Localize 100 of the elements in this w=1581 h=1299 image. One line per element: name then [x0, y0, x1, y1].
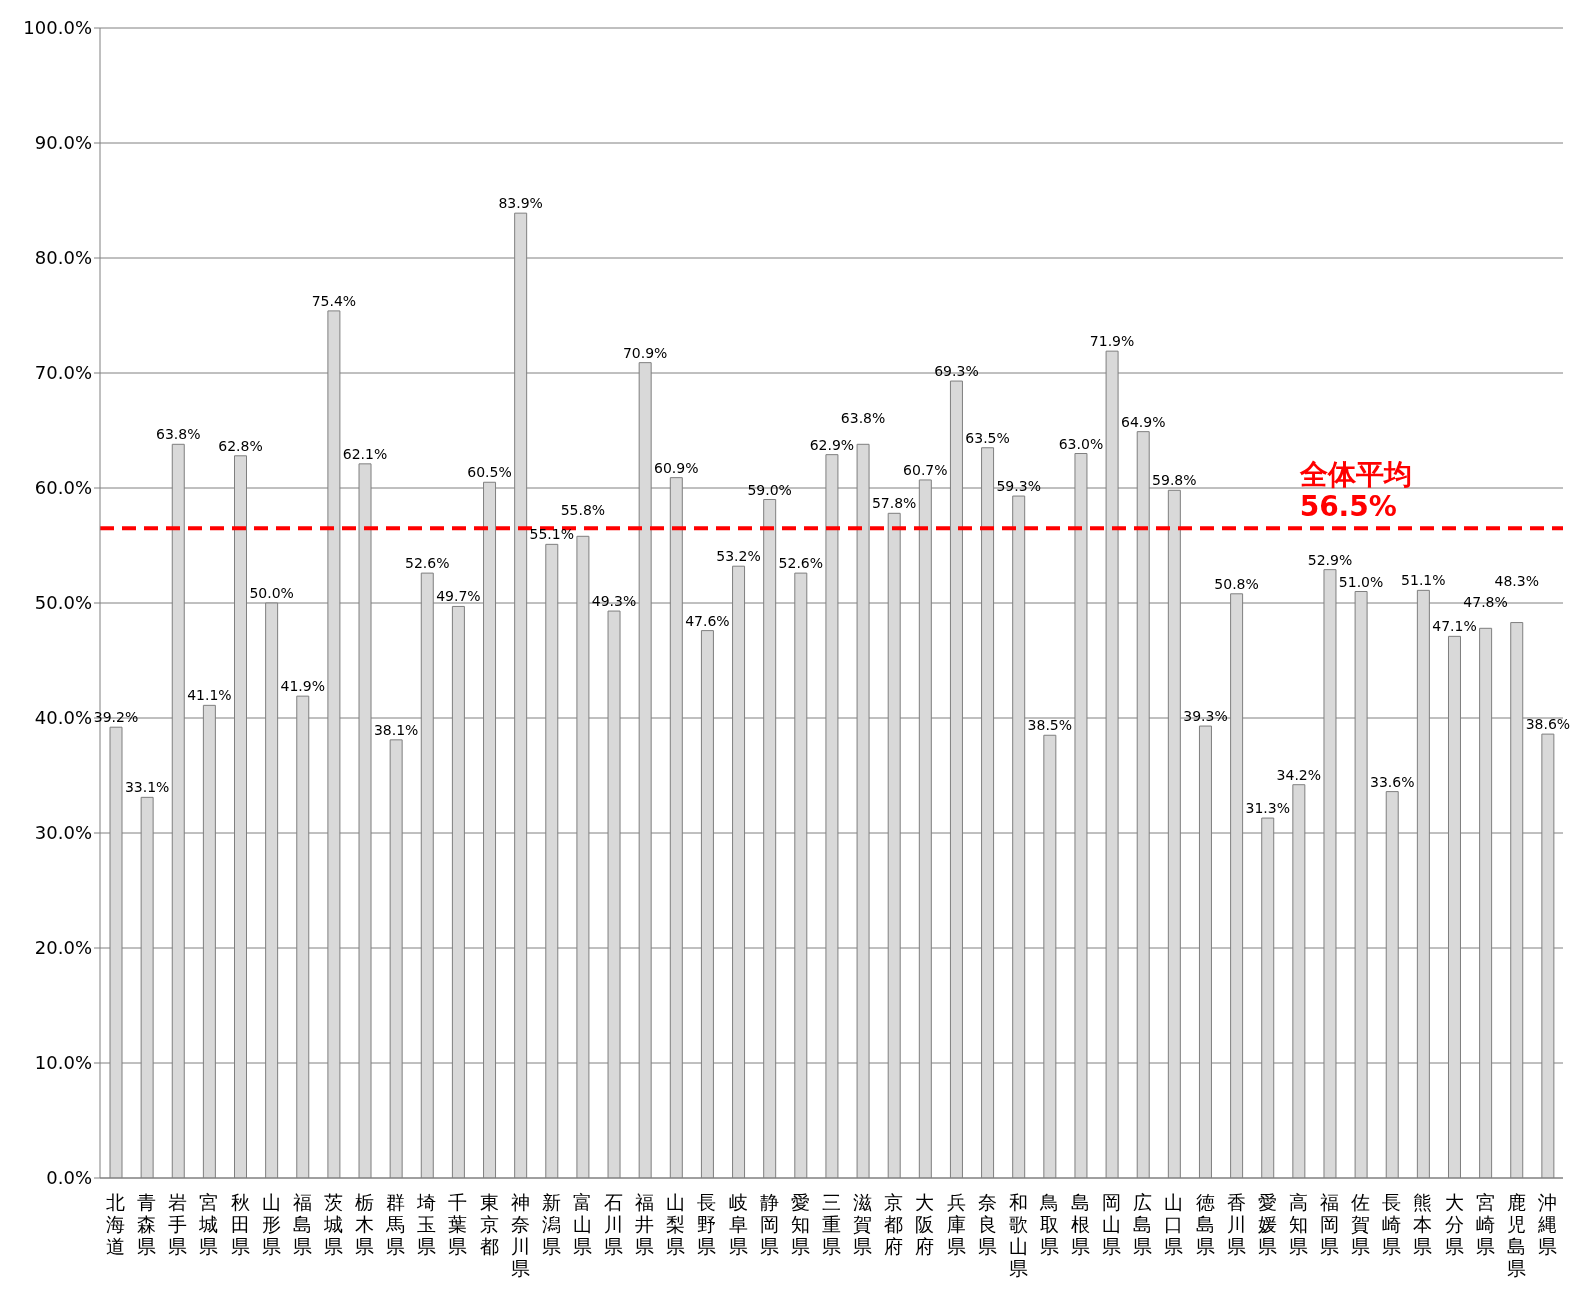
- data-label: 34.2%: [1276, 766, 1322, 783]
- x-tick-label: 新潟県: [541, 1191, 561, 1257]
- data-label: 31.3%: [1245, 800, 1290, 817]
- data-label: 57.8%: [871, 495, 917, 512]
- data-label: 33.1%: [124, 779, 170, 796]
- x-tick-label: 栃木県: [355, 1191, 375, 1257]
- y-tick-label: 80.0%: [34, 247, 92, 269]
- data-label: 62.8%: [218, 437, 263, 454]
- x-tick-label: 愛媛県: [1257, 1191, 1277, 1257]
- x-tick-label: 青森県: [137, 1191, 157, 1257]
- data-label: 41.9%: [280, 678, 326, 695]
- x-tick-label: 愛知県: [790, 1191, 810, 1257]
- x-tick-label: 大分県: [1444, 1191, 1464, 1257]
- data-label: 63.5%: [965, 429, 1010, 446]
- x-tick-label: 滋賀県: [853, 1191, 873, 1257]
- data-label: 63.8%: [156, 426, 201, 443]
- data-label: 49.3%: [591, 593, 637, 610]
- y-tick-label: 70.0%: [34, 362, 92, 384]
- data-label: 49.7%: [436, 588, 481, 605]
- data-label: 51.0%: [1338, 573, 1384, 590]
- x-tick-label: 和歌山県: [1008, 1191, 1028, 1279]
- data-label: 53.2%: [716, 548, 761, 565]
- data-label: 63.8%: [840, 410, 886, 427]
- x-tick-label: 鹿児島県: [1506, 1191, 1526, 1279]
- data-label: 48.3%: [1494, 572, 1539, 589]
- data-label: 64.9%: [1120, 413, 1166, 430]
- x-tick-label: 岩手県: [168, 1191, 188, 1257]
- x-tick-label: 山形県: [261, 1191, 281, 1257]
- data-label: 47.1%: [1432, 618, 1477, 635]
- data-label: 47.8%: [1463, 594, 1508, 611]
- y-tick-label: 50.0%: [34, 592, 92, 614]
- y-tick-label: 0.0%: [46, 1167, 92, 1189]
- data-label: 55.8%: [560, 502, 606, 519]
- x-tick-label: 宮崎県: [1475, 1191, 1495, 1257]
- x-tick-label: 茨城県: [322, 1191, 343, 1257]
- x-tick-label: 奈良県: [977, 1191, 997, 1257]
- x-tick-label: 福井県: [635, 1191, 655, 1257]
- x-tick-label: 東京都: [479, 1191, 499, 1257]
- data-label: 62.9%: [809, 436, 855, 453]
- data-label: 50.0%: [249, 585, 294, 601]
- y-tick-label: 40.0%: [34, 707, 92, 729]
- data-label: 50.8%: [1214, 575, 1259, 592]
- data-label: 75.4%: [311, 292, 357, 309]
- data-label: 51.1%: [1401, 572, 1446, 589]
- y-tick-label: 10.0%: [34, 1052, 92, 1074]
- x-tick-label: 山口県: [1164, 1191, 1184, 1257]
- data-label: 52.6%: [405, 555, 450, 572]
- x-tick-label: 熊本県: [1413, 1191, 1433, 1257]
- y-tick-label: 60.0%: [34, 477, 92, 499]
- data-label: 33.6%: [1369, 773, 1415, 790]
- data-label: 60.5%: [467, 464, 512, 481]
- x-tick-label: 秋田県: [230, 1191, 250, 1257]
- data-label: 60.9%: [654, 459, 699, 476]
- x-tick-label: 神奈川県: [510, 1191, 530, 1279]
- x-tick-label: 徳島県: [1195, 1191, 1215, 1257]
- x-tick-label: 京都府: [884, 1191, 904, 1257]
- x-tick-label: 大阪府: [915, 1191, 935, 1257]
- x-tick-label: 岡山県: [1102, 1191, 1122, 1257]
- x-tick-label: 長崎県: [1382, 1191, 1402, 1257]
- data-label: 38.1%: [373, 721, 419, 738]
- y-tick-label: 90.0%: [34, 132, 92, 154]
- data-label: 38.6%: [1525, 716, 1571, 733]
- data-label: 71.9%: [1089, 333, 1135, 350]
- data-label: 52.6%: [778, 555, 824, 572]
- data-label: 83.9%: [498, 195, 543, 212]
- x-tick-label: 静岡県: [759, 1191, 779, 1257]
- x-tick-label: 石川県: [604, 1191, 624, 1257]
- data-label: 59.0%: [747, 481, 792, 498]
- x-tick-label: 埼玉県: [416, 1191, 437, 1257]
- x-tick-label: 沖縄県: [1536, 1191, 1557, 1257]
- data-label: 41.1%: [187, 687, 232, 704]
- data-label: 47.6%: [685, 612, 730, 629]
- x-tick-label: 佐賀県: [1351, 1191, 1371, 1257]
- x-tick-label: 兵庫県: [946, 1191, 966, 1257]
- data-label: 59.3%: [996, 478, 1041, 495]
- y-tick-label: 100.0%: [23, 17, 92, 39]
- data-label: 39.2%: [93, 709, 139, 726]
- x-tick-label: 長野県: [697, 1191, 717, 1257]
- data-label: 38.5%: [1027, 717, 1073, 734]
- data-label: 63.0%: [1058, 435, 1104, 452]
- x-tick-label: 広島県: [1133, 1191, 1153, 1257]
- x-tick-label: 岐阜県: [728, 1191, 748, 1257]
- x-tick-label: 高知県: [1288, 1191, 1308, 1257]
- ref-line-label: 全体平均 56.5%: [1298, 458, 1412, 524]
- x-tick-label: 香川県: [1226, 1191, 1246, 1257]
- x-tick-label: 福岡県: [1320, 1191, 1340, 1257]
- x-tick-label: 山梨県: [666, 1191, 686, 1257]
- x-tick-label: 鳥取県: [1038, 1191, 1059, 1257]
- data-label: 52.9%: [1307, 551, 1353, 568]
- x-tick-label: 島根県: [1071, 1191, 1091, 1257]
- data-label: 60.7%: [903, 461, 948, 478]
- data-label: 55.1%: [529, 526, 575, 543]
- x-tick-label: 富山県: [572, 1191, 592, 1257]
- x-tick-label: 宮城県: [198, 1191, 219, 1257]
- y-tick-label: 30.0%: [34, 822, 92, 844]
- data-label: 59.8%: [1152, 472, 1197, 489]
- y-tick-label: 20.0%: [34, 937, 92, 959]
- data-label: 39.3%: [1183, 708, 1228, 725]
- x-tick-label: 群馬県: [385, 1191, 406, 1257]
- data-label: 62.1%: [342, 445, 388, 462]
